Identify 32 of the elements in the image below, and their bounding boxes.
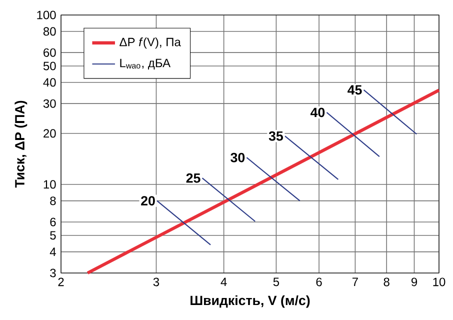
annotation: 45: [348, 85, 362, 95]
x-tick-label: 3: [153, 278, 160, 286]
x-tick-label: 9: [411, 278, 418, 286]
y-tick-label: 10: [44, 180, 56, 189]
y-tick-label: 60: [44, 48, 56, 57]
annotation: 35: [268, 131, 283, 141]
x-tick-label: 5: [273, 278, 280, 286]
annotation: 30: [230, 152, 245, 162]
y-tick-label: 30: [43, 99, 56, 108]
y-tick-label: 6: [50, 218, 56, 226]
y-tick-label: 40: [43, 78, 56, 87]
x-tick-label: 8: [384, 278, 390, 286]
x-tick-label: 7: [352, 278, 358, 286]
y-tick-label: 4: [50, 248, 56, 256]
y-tick-label: 8: [50, 196, 56, 206]
annotation: 40: [310, 108, 325, 118]
y-tick-label: 100: [37, 10, 56, 20]
x-axis-title: Швидкість, V (м/с): [190, 295, 310, 308]
annotation: 25: [186, 173, 200, 183]
x-tick-label: 4: [220, 278, 227, 286]
x-tick-label: 2: [58, 278, 64, 286]
x-tick-label: 10: [433, 278, 446, 286]
y-tick-label: 3: [50, 268, 56, 278]
y-tick-label: 5: [50, 231, 56, 240]
y-axis-title: Тиск, ΔP (ПА): [14, 100, 28, 188]
y-tick-label: 50: [43, 62, 56, 70]
legend-label: L$_{wao}$, дБА: [120, 58, 171, 70]
legend-label: ΔP f(V), Па: [120, 37, 181, 49]
annotation: 20: [141, 196, 155, 206]
x-tick-label: 6: [316, 278, 322, 286]
y-tick-label: 20: [44, 129, 56, 138]
y-tick-label: 80: [43, 27, 56, 36]
